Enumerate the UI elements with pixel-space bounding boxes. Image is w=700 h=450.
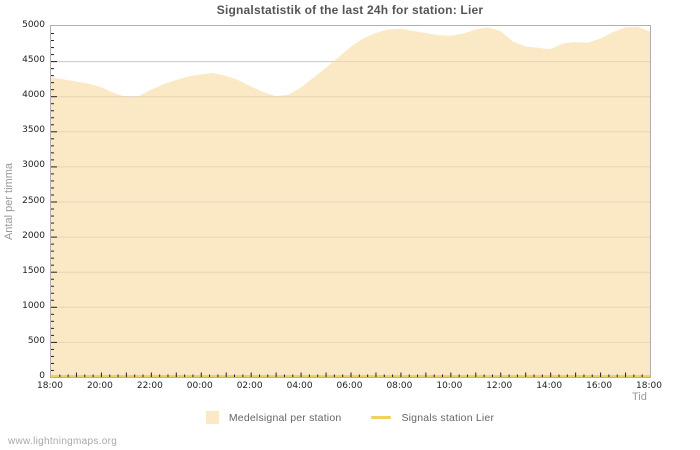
y-tick-label: 2000 [22, 230, 45, 241]
x-axis-label: Tid [632, 391, 647, 403]
area-chart-svg [51, 26, 650, 377]
y-tick-label: 4000 [22, 90, 45, 101]
x-tick-label: 22:00 [136, 381, 163, 391]
y-tick-label: 1500 [22, 265, 45, 276]
legend-item-signals-lier: Signals station Lier [371, 412, 494, 424]
x-tick-label: 04:00 [286, 381, 313, 391]
area-swatch-icon [205, 411, 219, 424]
x-tick-label: 16:00 [586, 381, 613, 391]
x-tick-label: 14:00 [536, 381, 563, 391]
x-tick-label: 20:00 [86, 381, 113, 391]
x-tick-label: 10:00 [436, 381, 463, 391]
chart-title: Signalstatistik of the last 24h for stat… [216, 3, 484, 17]
legend: Medelsignal per station Signals station … [0, 411, 700, 424]
x-tick-label: 18:00 [37, 381, 63, 391]
plot-area [50, 25, 651, 378]
watermark: www.lightningmaps.org [8, 436, 118, 447]
x-tick-label: 00:00 [186, 381, 213, 391]
line-swatch-icon [371, 416, 392, 419]
x-tick-label: 12:00 [486, 381, 513, 391]
x-tick-label: 18:00 [636, 381, 662, 391]
y-tick-label: 500 [27, 335, 45, 346]
legend-label: Signals station Lier [401, 411, 495, 424]
y-tick-label: 3500 [22, 125, 45, 136]
y-tick-label: 3000 [22, 160, 45, 171]
y-tick-label: 4500 [22, 55, 45, 66]
legend-label: Medelsignal per station [228, 411, 342, 424]
x-tick-label: 06:00 [336, 381, 363, 391]
x-tick-label: 02:00 [236, 381, 263, 391]
y-tick-label: 1000 [22, 300, 45, 311]
legend-item-medelsignal: Medelsignal per station [205, 411, 342, 424]
y-tick-label: 2500 [22, 195, 45, 206]
x-tick-label: 08:00 [386, 381, 413, 391]
y-tick-label: 5000 [22, 20, 45, 30]
y-tick-label: 0 [39, 371, 45, 381]
